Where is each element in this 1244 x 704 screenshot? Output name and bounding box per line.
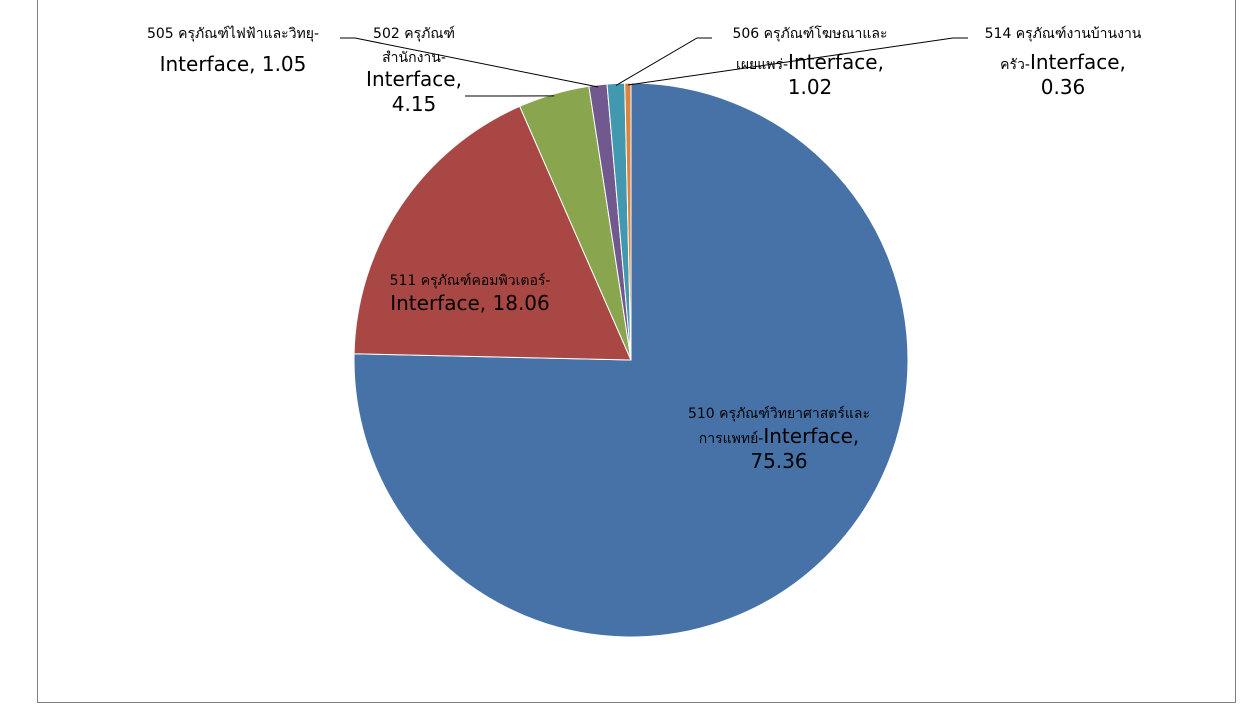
data-label-502-line3: Interface, <box>366 67 462 91</box>
leader-line-514 <box>627 37 968 86</box>
data-label-514: 514 ครุภัณฑ์งานบ้านงาน ครัว-Interface, 0… <box>968 26 1158 100</box>
data-label-514-line1: 514 ครุภัณฑ์งานบ้านงาน <box>984 26 1142 42</box>
leader-line-505 <box>340 37 599 88</box>
data-label-505-line1: 505 ครุภัณฑ์ไฟฟ้าและวิทยุ- <box>146 26 320 42</box>
data-label-511-line1: 511 ครุภัณฑ์คอมพิวเตอร์- <box>389 273 551 289</box>
data-label-506-line1: 506 ครุภัณฑ์โฆษณาและ <box>732 26 888 42</box>
data-label-505-value: Interface, 1.05 <box>159 51 307 76</box>
data-label-514-line2-cat: ครัว- <box>1000 56 1030 73</box>
data-label-506: 506 ครุภัณฑ์โฆษณาและ เผยแพร่-Interface, … <box>712 26 908 100</box>
data-label-506-line2-cat: เผยแพร่- <box>736 56 789 73</box>
data-label-505: 505 ครุภัณฑ์ไฟฟ้าและวิทยุ- Interface, 1.… <box>128 26 338 77</box>
data-label-514-line2-val: Interface, <box>1029 49 1126 74</box>
data-label-502-value: 4.15 <box>391 92 437 116</box>
pie-slice-514 <box>624 82 632 361</box>
leader-line-506 <box>615 37 712 86</box>
data-label-502-line2: สำนักงาน- <box>382 49 446 66</box>
data-label-506-value: 1.02 <box>787 74 833 99</box>
data-label-511: 511 ครุภัณฑ์คอมพิวเตอร์- Interface, 18.0… <box>374 273 566 316</box>
data-label-502: 502 ครุภัณฑ์ สำนักงาน- Interface, 4.15 <box>352 26 476 117</box>
data-label-510: 510 ครุภัณฑ์วิทยาศาสตร์และ การแพทย์-Inte… <box>668 406 890 474</box>
data-label-510-line2-cat: การแพทย์- <box>698 430 764 447</box>
data-label-511-value: Interface, 18.06 <box>390 290 550 315</box>
data-label-502-line1: 502 ครุภัณฑ์ <box>373 26 455 42</box>
data-label-510-line1: 510 ครุภัณฑ์วิทยาศาสตร์และ <box>687 406 871 422</box>
data-label-506-line2-val: Interface, <box>788 49 884 74</box>
pie-slice-511 <box>353 105 632 361</box>
data-label-514-value: 0.36 <box>1040 74 1086 99</box>
data-label-510-value: 75.36 <box>750 448 808 473</box>
data-label-510-line2-val: Interface, <box>763 423 860 448</box>
